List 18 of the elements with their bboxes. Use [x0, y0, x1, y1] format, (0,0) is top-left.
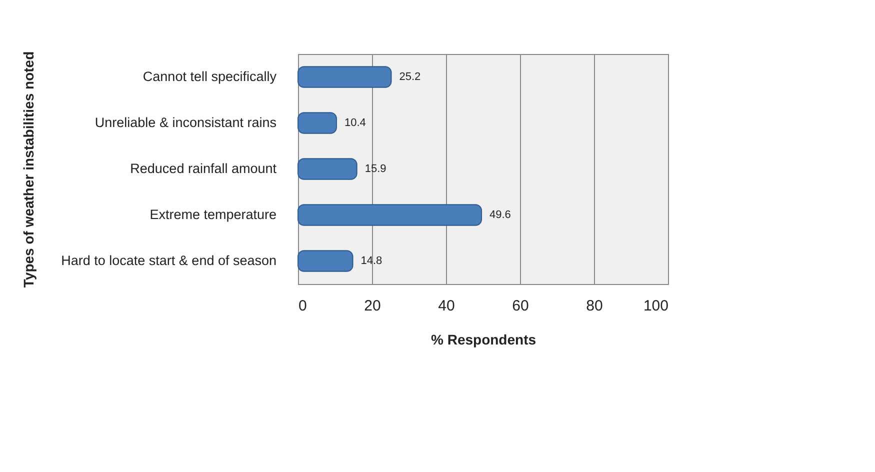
data-label: 49.6 — [490, 209, 511, 221]
y-tick-label: Unreliable & inconsistant rains — [94, 115, 277, 130]
x-axis-title: % Respondents — [430, 332, 536, 348]
x-tick-label: 60 — [512, 298, 529, 314]
x-tick-label: 0 — [298, 298, 307, 314]
x-tick-label: 100 — [643, 298, 668, 314]
y-tick-label: Cannot tell specifically — [142, 69, 277, 84]
data-label: 10.4 — [344, 117, 366, 129]
y-tick-label: Extreme temperature — [150, 207, 276, 222]
data-label: 14.8 — [360, 255, 382, 267]
x-tick-label: 20 — [364, 298, 381, 314]
data-label: 25.2 — [399, 71, 421, 83]
x-tick-label: 80 — [586, 298, 603, 314]
x-tick-label: 40 — [438, 298, 455, 314]
y-axis-title: Types of weather instabilities noted — [20, 51, 36, 288]
y-tick-label: Reduced rainfall amount — [130, 161, 277, 176]
y-tick-label: Hard to locate start & end of season — [61, 253, 276, 268]
data-label: 15.9 — [364, 163, 386, 175]
